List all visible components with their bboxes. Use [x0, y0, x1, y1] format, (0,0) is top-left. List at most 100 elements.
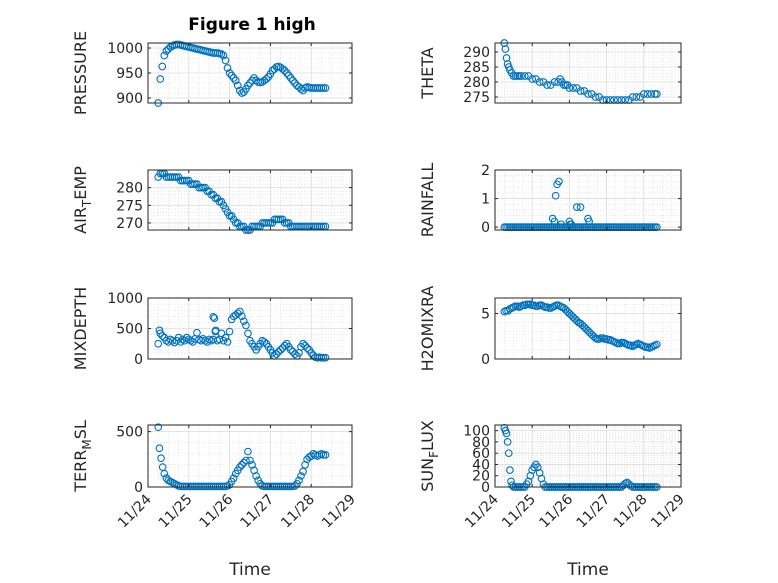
data-point	[585, 217, 593, 226]
data-point	[639, 90, 648, 98]
data-point	[157, 454, 165, 463]
axes-box	[494, 42, 682, 104]
data-point	[291, 79, 299, 87]
y-axis-label-part: SL	[71, 420, 90, 439]
data-point	[321, 84, 330, 92]
y-axis-label-subscript: T	[80, 199, 94, 208]
y-tick-label: 5	[481, 306, 490, 322]
data-point	[156, 75, 165, 83]
data-point	[219, 51, 228, 60]
data-point	[246, 456, 254, 465]
data-point	[210, 314, 219, 322]
y-axis-label: TERRMSL	[71, 420, 94, 493]
y-tick-label: 60	[472, 446, 490, 462]
data-point	[237, 461, 246, 469]
data-point	[240, 317, 248, 326]
data-point	[535, 78, 544, 86]
data-point	[278, 65, 287, 73]
data-point	[156, 329, 165, 338]
data-point	[235, 307, 244, 316]
subplot-6: 0 5 H2OMIXRA	[418, 286, 682, 371]
data-point	[211, 326, 220, 335]
data-point	[280, 66, 289, 75]
data-point	[502, 429, 511, 438]
data-point	[284, 71, 293, 80]
y-tick-label: 275	[116, 198, 143, 214]
data-point	[235, 463, 244, 471]
data-point	[503, 438, 512, 446]
axes-box	[494, 169, 682, 231]
y-axis-label-subscript: M	[80, 439, 94, 449]
data-point	[217, 329, 226, 338]
data-point	[225, 69, 234, 77]
y-axis-label: MIXDEPTH	[71, 287, 90, 370]
data-point	[162, 47, 171, 55]
data-point	[244, 329, 252, 338]
data-point	[628, 93, 637, 101]
data-point	[221, 333, 230, 342]
data-point	[276, 346, 285, 354]
axes-box	[494, 424, 682, 488]
y-tick-label: 80	[472, 435, 490, 451]
data-point	[282, 69, 291, 77]
y-tick-label: 100	[463, 424, 490, 440]
data-point	[262, 75, 271, 83]
y-tick-label: 950	[116, 66, 143, 82]
data-point	[517, 72, 525, 80]
y-tick-label: 280	[116, 181, 143, 197]
data-point	[591, 93, 600, 101]
data-point	[576, 87, 585, 95]
y-tick-label: 280	[463, 75, 490, 91]
data-point	[154, 339, 163, 348]
data-point	[189, 180, 197, 188]
y-axis-label-subscript: F	[427, 451, 441, 458]
subplot-5: 0 500 1000 MIXDEPTH	[71, 287, 353, 370]
y-axis-label-part: LUX	[418, 420, 437, 451]
y-tick-label: 40	[472, 457, 490, 473]
data-point	[221, 56, 230, 65]
y-tick-label: 20	[472, 469, 490, 485]
data-point	[551, 191, 560, 200]
y-tick-label: 275	[463, 90, 490, 106]
data-point	[632, 93, 641, 101]
data-point	[565, 84, 574, 92]
data-point	[231, 76, 240, 85]
data-point	[572, 203, 581, 211]
data-point	[209, 313, 218, 321]
data-point	[550, 217, 559, 226]
data-point	[280, 219, 289, 227]
y-tick-label: 500	[116, 322, 143, 338]
data-point	[297, 472, 305, 480]
y-tick-label: 0	[134, 352, 143, 368]
data-point	[158, 331, 167, 340]
y-tick-label: 0	[481, 220, 490, 236]
data-point	[260, 338, 269, 346]
y-tick-label: 1000	[107, 41, 143, 57]
data-point	[193, 328, 201, 337]
data-point	[569, 84, 577, 92]
subplot-1: 900 950 1000 PRESSURE	[71, 31, 353, 115]
figure-title: Figure 1 high	[188, 15, 316, 35]
data-point	[626, 482, 635, 490]
y-axis-label: AIRTEMP	[71, 166, 94, 234]
data-point	[168, 336, 177, 345]
data-point	[576, 203, 585, 211]
data-point	[170, 173, 179, 181]
x-axis-label: Time	[566, 560, 609, 580]
data-point	[319, 451, 328, 459]
data-point	[288, 76, 297, 85]
data-point	[301, 341, 309, 350]
data-point	[233, 81, 242, 90]
data-point	[299, 467, 307, 476]
y-axis-label: PRESSURE	[71, 31, 90, 115]
y-tick-label: 1	[481, 192, 490, 208]
data-point	[197, 183, 205, 192]
y-axis-label-part: EMP	[71, 166, 90, 200]
data-point	[217, 50, 226, 58]
data-point	[160, 51, 169, 60]
data-point	[319, 353, 328, 362]
data-point	[205, 335, 214, 344]
